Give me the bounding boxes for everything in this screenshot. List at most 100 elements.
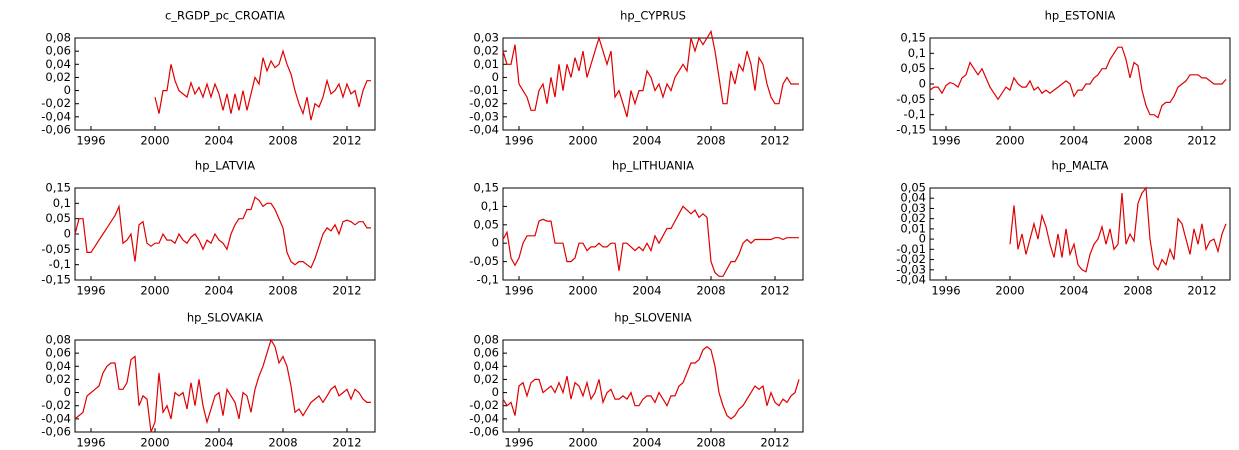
y-tick-label: 0,05: [473, 217, 499, 231]
x-tick-label: 2012: [1187, 284, 1216, 298]
x-tick-label: 2000: [140, 436, 169, 450]
x-tick-label: 1996: [504, 284, 533, 298]
y-tick-label: -0,15: [896, 123, 926, 137]
x-tick-label: 2008: [268, 284, 297, 298]
x-tick-label: 2004: [1059, 284, 1088, 298]
y-tick-label: 0,08: [45, 333, 71, 347]
x-tick-label: 1996: [504, 436, 533, 450]
y-tick-label: 0,02: [45, 372, 71, 386]
x-tick-label: 2000: [995, 284, 1024, 298]
plot-frame: [74, 339, 376, 433]
x-tick-label: 2004: [204, 436, 233, 450]
y-tick-label: -0,04: [41, 109, 71, 123]
x-tick-label: 2000: [140, 134, 169, 148]
y-tick-label: 0,01: [473, 57, 499, 71]
x-tick-label: 2012: [760, 284, 789, 298]
y-tick-label: 0: [919, 77, 926, 91]
x-tick-label: 2012: [760, 134, 789, 148]
y-tick-label: 0,04: [900, 191, 926, 205]
x-tick-label: 2008: [1123, 134, 1152, 148]
y-tick-label: -0,05: [41, 242, 71, 256]
y-tick-label: 0,03: [473, 31, 499, 45]
y-tick-label: -0,06: [41, 123, 71, 137]
y-tick-label: -0,04: [41, 411, 71, 425]
y-tick-label: -0,03: [469, 109, 499, 123]
y-tick-label: 0,15: [45, 181, 71, 195]
y-tick-label: 0,04: [473, 359, 499, 373]
y-tick-label: 0,05: [45, 211, 71, 225]
y-tick-label: 0,06: [45, 44, 71, 58]
x-tick-label: 2008: [696, 284, 725, 298]
panel-title: hp_LATVIA: [195, 159, 255, 173]
y-tick-label: -0,02: [41, 96, 71, 110]
x-tick-label: 1996: [931, 134, 960, 148]
y-tick-label: 0,15: [900, 31, 926, 45]
plot-frame: [502, 37, 804, 131]
y-tick-label: 0,04: [45, 359, 71, 373]
panel-title: hp_LITHUANIA: [612, 159, 694, 173]
y-tick-label: -0,04: [469, 411, 499, 425]
x-tick-label: 2012: [760, 436, 789, 450]
x-tick-label: 2004: [632, 284, 661, 298]
y-tick-label: 0,05: [900, 181, 926, 195]
series-line: [502, 29, 799, 118]
x-tick-label: 2012: [1187, 134, 1216, 148]
y-tick-label: 0,02: [900, 211, 926, 225]
y-tick-label: 0,05: [900, 61, 926, 75]
y-tick-label: -0,02: [41, 398, 71, 412]
y-tick-label: 0,15: [473, 181, 499, 195]
x-tick-label: 1996: [76, 134, 105, 148]
y-tick-label: -0,02: [896, 252, 926, 266]
y-tick-label: 0,1: [53, 196, 71, 210]
y-tick-label: -0,1: [477, 273, 499, 287]
x-tick-label: 2012: [332, 436, 361, 450]
x-tick-label: 2004: [1059, 134, 1088, 148]
x-tick-label: 2012: [332, 284, 361, 298]
y-tick-label: -0,06: [469, 425, 499, 439]
x-tick-label: 1996: [76, 284, 105, 298]
y-tick-label: 0,06: [473, 346, 499, 360]
x-tick-label: 2004: [204, 134, 233, 148]
panel-title: hp_SLOVENIA: [614, 311, 692, 325]
y-tick-label: -0,06: [41, 425, 71, 439]
x-tick-label: 2008: [696, 436, 725, 450]
panel-title: hp_MALTA: [1052, 159, 1109, 173]
y-tick-label: -0,15: [41, 273, 71, 287]
y-tick-label: -0,05: [896, 92, 926, 106]
y-tick-label: 0,04: [45, 57, 71, 71]
plot-frame: [502, 187, 804, 281]
plot-frame: [929, 37, 1231, 131]
x-tick-label: 2008: [696, 134, 725, 148]
y-tick-label: 0,02: [473, 372, 499, 386]
y-tick-label: 0: [492, 236, 499, 250]
x-tick-label: 2000: [995, 134, 1024, 148]
x-tick-label: 2000: [568, 436, 597, 450]
x-tick-label: 2004: [632, 134, 661, 148]
y-tick-label: -0,01: [469, 83, 499, 97]
series-line: [502, 205, 799, 277]
y-tick-label: -0,02: [469, 398, 499, 412]
series-line: [1009, 186, 1227, 273]
series-line: [502, 345, 800, 420]
panel-title: hp_SLOVAKIA: [187, 311, 263, 325]
x-tick-label: 2008: [1123, 284, 1152, 298]
y-tick-label: -0,04: [469, 123, 499, 137]
y-tick-label: 0,02: [45, 70, 71, 84]
series-line: [929, 46, 1227, 119]
plot-frame: [74, 37, 376, 131]
y-tick-label: 0: [492, 385, 499, 399]
plot-frame: [502, 339, 804, 433]
x-tick-label: 2000: [568, 134, 597, 148]
y-tick-label: -0,1: [49, 257, 71, 271]
panel-title: c_RGDP_pc_CROATIA: [165, 9, 285, 23]
x-tick-label: 1996: [931, 284, 960, 298]
y-tick-label: -0,03: [896, 262, 926, 276]
y-tick-label: 0: [919, 232, 926, 246]
series-line: [154, 49, 371, 121]
x-tick-label: 2008: [268, 134, 297, 148]
series-line: [74, 338, 371, 433]
plot-frame: [74, 187, 376, 281]
x-tick-label: 1996: [504, 134, 533, 148]
